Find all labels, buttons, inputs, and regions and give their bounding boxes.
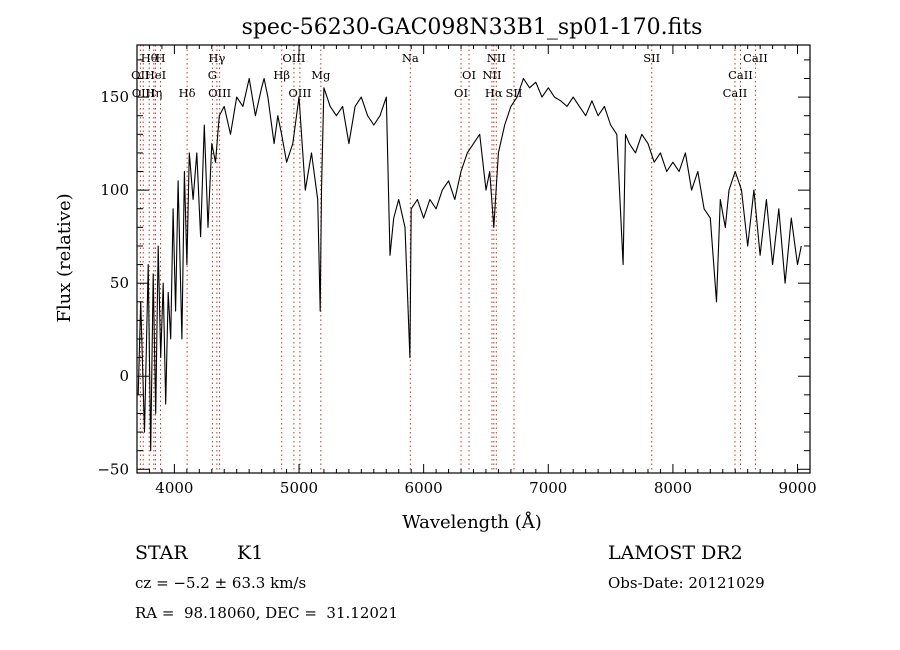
x-tick-label: 4000 (155, 479, 193, 497)
spectral-line-label: CaII (743, 51, 768, 65)
object-subclass: K1 (237, 542, 264, 564)
spectral-line-label: SII (643, 51, 660, 65)
y-tick-label: 150 (100, 88, 129, 106)
spectral-line-label: Hθ (141, 51, 158, 65)
series-group (137, 77, 802, 452)
y-tick-label: 100 (100, 181, 129, 199)
spectral-line-label: CaII (728, 68, 753, 82)
spectral-line-label: HeI (145, 68, 166, 82)
y-tick-label: 50 (110, 274, 129, 292)
chart-title: spec-56230-GAC098N33B1_sp01-170.fits (242, 15, 703, 40)
y-tick-label: 0 (119, 367, 129, 385)
x-tick-label: 5000 (280, 479, 318, 497)
object-type: STAR (135, 542, 188, 564)
y-axis-label: Flux (relative) (54, 193, 75, 322)
line-markers-group (139, 45, 756, 473)
spectral-line-label: OIII (282, 51, 305, 65)
spectral-line-label: H (156, 51, 166, 65)
x-tick-label: 9000 (778, 479, 816, 497)
spectral-line-label: OI (462, 68, 476, 82)
spectral-line-label: CaII (723, 86, 748, 100)
spectral-line-label: Hη (145, 86, 162, 100)
x-tick-label: 8000 (654, 479, 692, 497)
spectral-line-label: G (208, 68, 217, 82)
redshift-text: cz = −5.2 ± 63.3 km/s (135, 574, 307, 592)
spectrum-series-0 (137, 77, 802, 452)
spectral-line-label: Na (402, 51, 419, 65)
spectral-line-label: OII (131, 68, 150, 82)
spectral-line-label: NII (482, 68, 501, 82)
spectral-line-label: Hδ (179, 86, 196, 100)
coords-text: RA = 98.18060, DEC = 31.12021 (135, 604, 399, 622)
x-tick-label: 6000 (405, 479, 443, 497)
y-tick-label: −50 (97, 460, 129, 478)
x-tick-label: 7000 (529, 479, 567, 497)
spectral-line-label: Mg (311, 68, 331, 82)
plot-frame (136, 44, 811, 474)
spectral-line-label: SII (506, 86, 523, 100)
spectral-line-label: NII (487, 51, 506, 65)
spectral-line-label: OIII (208, 86, 231, 100)
spectral-line-label: Hβ (273, 68, 290, 82)
survey-name: LAMOST DR2 (608, 542, 743, 564)
axes-group: 4000 5000 6000 7000 8000 9000 −50 0 50 100 150 (97, 44, 817, 497)
obs-date: Obs-Date: 20121029 (608, 574, 765, 592)
x-axis-label: Wavelength (Å) (402, 511, 542, 533)
spectral-line-label: OI (454, 86, 468, 100)
spectral-line-label: Hα (485, 86, 503, 100)
spectral-line-label: OIII (288, 86, 311, 100)
spectral-line-label: Hγ (208, 51, 225, 65)
spectral-line-label: OIII (132, 86, 155, 100)
